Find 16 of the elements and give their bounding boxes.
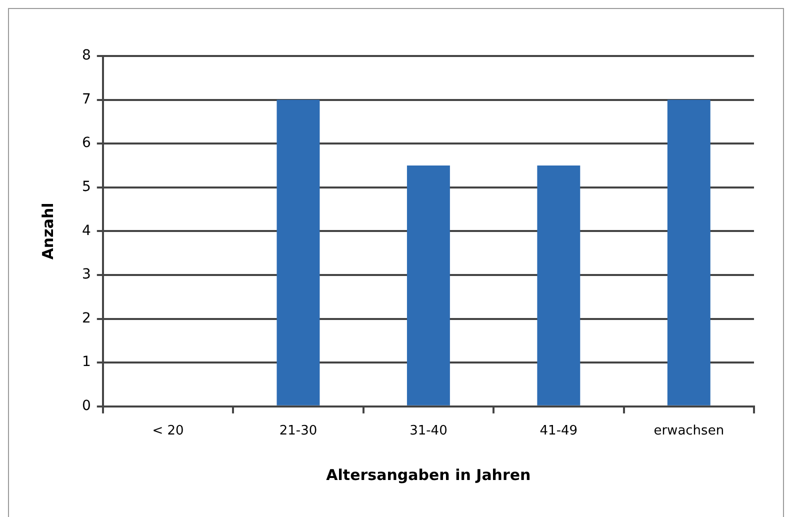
y-tick-label: 5 — [82, 179, 91, 196]
x-tick-label: < 20 — [152, 424, 184, 439]
x-tick-label: 41-49 — [540, 424, 578, 439]
y-tick-label: 6 — [82, 135, 91, 152]
y-tick-label: 2 — [82, 310, 91, 326]
y-axis-title: Anzahl — [38, 202, 57, 260]
y-tick-label: 0 — [82, 398, 91, 414]
x-tick-label: erwachsen — [654, 424, 724, 439]
y-tick-label: 7 — [82, 91, 91, 108]
y-tick-label: 4 — [82, 222, 91, 239]
y-tick-label: 1 — [82, 354, 91, 370]
x-axis-title: Altersangaben in Jahren — [326, 466, 531, 484]
x-tick-label: 31-40 — [410, 424, 448, 439]
x-tick-label: 21-30 — [279, 424, 318, 439]
y-tick-label: 3 — [82, 266, 91, 283]
y-tick-label: 8 — [82, 48, 91, 64]
